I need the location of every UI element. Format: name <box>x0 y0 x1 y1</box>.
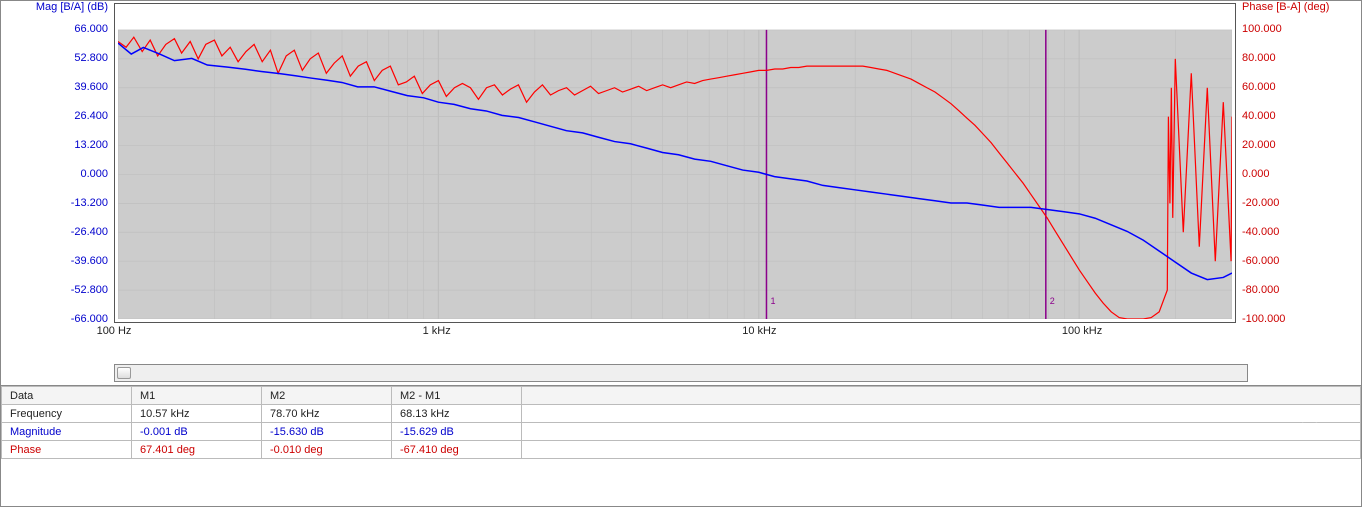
y-left-tick: -66.000 <box>71 313 108 325</box>
x-axis-labels: 100 Hz1 kHz10 kHz100 kHz <box>114 325 1236 345</box>
row-phase: Phase 67.401 deg -0.010 deg -67.410 deg <box>2 441 1361 459</box>
cell-blank <box>522 423 1361 441</box>
y-left-tick: -52.800 <box>71 284 108 296</box>
y-left-tick: 39.600 <box>74 81 108 93</box>
y-right-tick: -40.000 <box>1242 226 1279 238</box>
y-left-tick: 52.800 <box>74 52 108 64</box>
x-tick: 100 Hz <box>97 325 132 337</box>
cell-freq-diff: 68.13 kHz <box>392 405 522 423</box>
y-right-tick: 100.000 <box>1242 23 1282 35</box>
y-axis-left: Mag [B/A] (dB) 66.000 52.800 39.600 26.400 1… <box>1 1 114 361</box>
x-tick: 100 kHz <box>1062 325 1102 337</box>
cell-phase-m2: -0.010 deg <box>262 441 392 459</box>
y-right-tick: 0.000 <box>1242 168 1270 180</box>
row-magnitude: Magnitude -0.001 dB -15.630 dB -15.629 d… <box>2 423 1361 441</box>
y-left-tick-labels: 66.00052.80039.60026.40013.2000.000-13.2… <box>48 29 108 319</box>
y-right-tick: 60.000 <box>1242 81 1276 93</box>
x-tick: 1 kHz <box>423 325 451 337</box>
y-right-tick: -60.000 <box>1242 255 1279 267</box>
y-left-tick: -26.400 <box>71 226 108 238</box>
header-blank[interactable] <box>522 387 1361 405</box>
y-right-tick: -100.000 <box>1242 313 1285 325</box>
x-tick: 10 kHz <box>742 325 776 337</box>
plot-svg <box>118 4 1232 319</box>
header-m1[interactable]: M1 <box>132 387 262 405</box>
cell-mag-label: Magnitude <box>2 423 132 441</box>
cell-blank <box>522 405 1361 423</box>
plot-frame[interactable]: 12 <box>114 3 1236 323</box>
y-left-tick: 0.000 <box>80 168 108 180</box>
y-right-tick: 80.000 <box>1242 52 1276 64</box>
marker-data-table: Data M1 M2 M2 - M1 Frequency 10.57 kHz 7… <box>1 385 1361 459</box>
scrollbar-thumb[interactable] <box>117 367 131 379</box>
y-right-tick: -80.000 <box>1242 284 1279 296</box>
cell-freq-label: Frequency <box>2 405 132 423</box>
y-right-title: Phase [B-A] (deg) <box>1242 1 1329 13</box>
cell-phase-m1: 67.401 deg <box>132 441 262 459</box>
y-left-tick: 66.000 <box>74 23 108 35</box>
marker-label: 2 <box>1050 296 1055 306</box>
y-left-title: Mag [B/A] (dB) <box>36 1 108 13</box>
y-right-tick: 40.000 <box>1242 110 1276 122</box>
y-left-tick: 13.200 <box>74 139 108 151</box>
table-header-row: Data M1 M2 M2 - M1 <box>2 387 1361 405</box>
cell-blank <box>522 441 1361 459</box>
cell-mag-m2: -15.630 dB <box>262 423 392 441</box>
y-left-tick: -39.600 <box>71 255 108 267</box>
plot-column: 12 100 Hz1 kHz10 kHz100 kHz <box>114 1 1236 361</box>
y-axis-right: Phase [B-A] (deg) 100.000 80.000 60.000 40.… <box>1236 1 1361 361</box>
y-right-tick: 20.000 <box>1242 139 1276 151</box>
row-frequency: Frequency 10.57 kHz 78.70 kHz 68.13 kHz <box>2 405 1361 423</box>
chart-row: Mag [B/A] (dB) 66.000 52.800 39.600 26.400 1… <box>1 1 1361 361</box>
y-right-tick: -20.000 <box>1242 197 1279 209</box>
marker-label: 1 <box>770 296 775 306</box>
cell-mag-m1: -0.001 dB <box>132 423 262 441</box>
y-left-tick: 26.400 <box>74 110 108 122</box>
y-left-tick: -13.200 <box>71 197 108 209</box>
cell-freq-m1: 10.57 kHz <box>132 405 262 423</box>
cell-mag-diff: -15.629 dB <box>392 423 522 441</box>
header-data[interactable]: Data <box>2 387 132 405</box>
cell-phase-label: Phase <box>2 441 132 459</box>
cell-phase-diff: -67.410 deg <box>392 441 522 459</box>
header-diff[interactable]: M2 - M1 <box>392 387 522 405</box>
plot-background: 12 <box>118 4 1232 319</box>
y-right-tick-labels: 100.00080.00060.00040.00020.0000.000-20.… <box>1242 29 1312 319</box>
header-m2[interactable]: M2 <box>262 387 392 405</box>
cell-freq-m2: 78.70 kHz <box>262 405 392 423</box>
horizontal-scrollbar[interactable] <box>114 364 1248 382</box>
